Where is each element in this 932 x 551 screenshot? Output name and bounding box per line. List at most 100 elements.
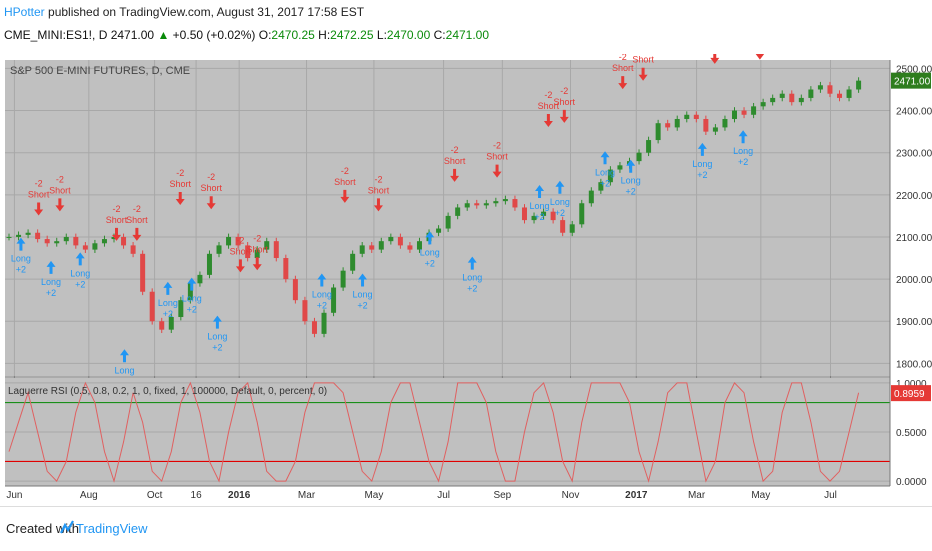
candle-body [474, 203, 480, 206]
short-qty-label: -2 [619, 54, 627, 62]
long-arrow-icon [697, 142, 707, 156]
long-arrow-icon [46, 260, 56, 274]
candle-body [436, 228, 442, 233]
short-qty-label: -2 [207, 172, 215, 182]
long-qty-label: +2 [46, 288, 56, 298]
candle-body [798, 97, 804, 103]
short-label: Short [612, 63, 634, 73]
short-label: Short [632, 55, 654, 65]
candle-body [732, 110, 738, 119]
time-tick-label: 2016 [228, 490, 251, 500]
long-label: Long [733, 146, 753, 156]
candle-body [531, 215, 537, 221]
rsi-last-badge-text: 0.8959 [894, 389, 925, 400]
candle-body [760, 102, 766, 107]
chart-area[interactable]: S&P 500 E-MINI FUTURES, D, CME Long +2 -2 Sh… [0, 23, 932, 501]
high-label: H: [318, 28, 331, 42]
symbol-bar: CME_MINI:ES1!, D 2471.00 ▲ +0.50 (+0.02%… [4, 28, 489, 42]
published-text: published on TradingView.com, August 31,… [48, 5, 365, 19]
short-label: Short [200, 183, 222, 193]
price-tick-label: 2300.00 [896, 149, 932, 160]
short-label: Short [246, 244, 268, 254]
tradingview-logo-icon[interactable] [60, 519, 74, 537]
long-label: Long [530, 201, 550, 211]
long-arrow-icon [425, 231, 435, 245]
short-label: Short [28, 190, 50, 200]
candle-body [16, 234, 22, 237]
short-label: Short [230, 246, 252, 256]
short-arrow-icon [175, 192, 185, 205]
candle-body [226, 236, 232, 246]
long-label: Long [595, 167, 615, 177]
candle-body [483, 203, 489, 206]
close-label: C: [433, 28, 446, 42]
candle-body [646, 140, 652, 153]
axes: 2500.00 2400.00 2300.00 2200.00 2100.00 2000.… [5, 60, 932, 501]
time-tick-label: May [364, 490, 383, 500]
change-arrow-icon: ▲ [157, 28, 170, 42]
candle-body [655, 123, 661, 141]
short-arrow-icon [252, 257, 262, 271]
time-tick-label: Jun [6, 490, 22, 500]
price-tick-label: 2200.00 [896, 191, 932, 202]
candle-body [311, 321, 317, 334]
long-qty-label: +2 [212, 343, 222, 353]
candle-body [741, 110, 747, 115]
price-tick-label: 2400.00 [896, 107, 932, 118]
long-arrow-icon [626, 159, 636, 173]
rsi-pane[interactable]: Laguerre RSI (0.5, 0.8, 0.2, 1, 0, fixed… [5, 378, 890, 486]
candle-body [502, 199, 508, 202]
tradingview-brand-link[interactable]: TradingView [76, 521, 148, 536]
candle-body [722, 118, 728, 128]
long-label: Long [114, 365, 134, 375]
long-qty-label: +2 [555, 208, 565, 218]
long-arrow-icon [535, 184, 545, 198]
long-label: Long [41, 277, 61, 287]
candle-body [111, 236, 117, 240]
long-label: Long [158, 298, 178, 308]
symbol-name: CME_MINI:ES1!, D [4, 28, 108, 42]
open-value: 2470.25 [271, 28, 315, 42]
short-qty-label: -2 [341, 166, 349, 176]
candle-body [588, 190, 594, 204]
time-tick-label: Jul [824, 490, 837, 500]
short-arrow-icon [206, 196, 216, 210]
candle-body [464, 203, 470, 208]
long-label: Long [550, 197, 570, 207]
short-label: Short [538, 101, 560, 111]
short-qty-label: -2 [236, 235, 244, 245]
short-qty-label: -2 [253, 233, 261, 243]
short-arrow-icon [638, 67, 648, 81]
candle-body [149, 291, 155, 322]
rsi-last-badge [891, 385, 931, 402]
chart-svg[interactable]: S&P 500 E-MINI FUTURES, D, CMELong+2-2Sh… [0, 23, 932, 501]
price-tick-label: 1900.00 [896, 317, 932, 328]
short-qty-label: -2 [176, 168, 184, 178]
short-label: Short [368, 185, 390, 195]
candle-body [598, 182, 604, 191]
short-label: Short [444, 156, 466, 166]
candle-body [54, 241, 60, 244]
candle-body [712, 127, 718, 132]
candle-body [579, 203, 585, 225]
close-value: 2471.00 [445, 28, 490, 42]
candle-body [130, 245, 136, 254]
long-qty-label: +2 [626, 187, 636, 197]
candle-body [560, 220, 566, 233]
author-link[interactable]: HPotter [4, 5, 45, 19]
long-arrow-icon [317, 273, 327, 287]
short-label: Short [486, 152, 508, 162]
candle-body [779, 93, 785, 98]
candle-body [273, 241, 279, 259]
candle-body [388, 236, 394, 242]
time-tick-label: May [751, 490, 770, 500]
short-arrow-icon [559, 109, 569, 123]
candle-body [521, 207, 527, 221]
long-label: Long [312, 289, 332, 299]
short-arrow-icon [340, 189, 350, 203]
short-arrow-icon [543, 114, 553, 128]
candle-body [216, 245, 222, 254]
candle-body [187, 283, 193, 301]
candle-body [73, 236, 79, 246]
long-qty-label: +2 [187, 305, 197, 315]
